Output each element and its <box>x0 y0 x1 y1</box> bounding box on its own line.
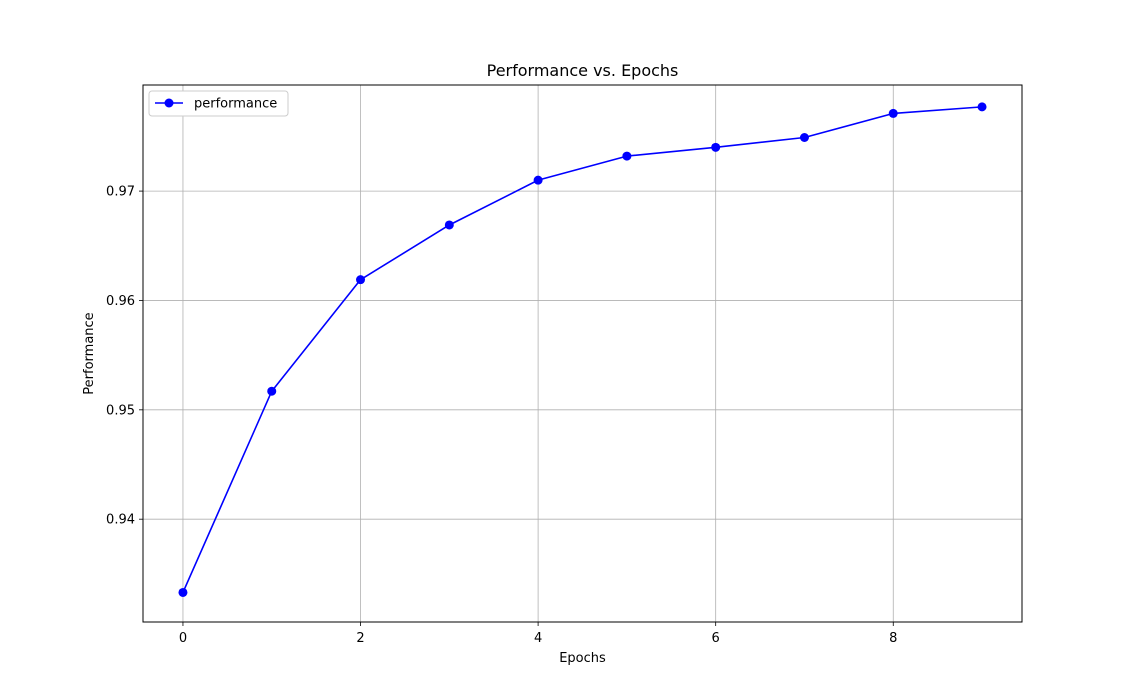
data-point <box>888 108 898 118</box>
data-point <box>622 151 632 161</box>
legend-marker-swatch <box>164 98 174 108</box>
x-tick-label: 4 <box>534 631 542 646</box>
series-layer <box>178 102 987 597</box>
x-tick-label: 0 <box>179 631 187 646</box>
legend: performance <box>148 90 289 117</box>
data-point <box>267 386 277 396</box>
data-point <box>178 587 188 597</box>
x-tick-label: 6 <box>712 631 720 646</box>
y-tick-label: 0.96 <box>106 294 135 309</box>
y-tick-label: 0.97 <box>106 185 135 200</box>
y-tick-label: 0.94 <box>106 513 135 528</box>
data-point <box>533 175 543 185</box>
y-tick-label: 0.95 <box>106 403 135 418</box>
legend-label: performance <box>194 97 277 112</box>
data-point <box>977 102 987 112</box>
data-point <box>356 275 366 285</box>
plot-frame <box>142 84 1023 623</box>
y-axis-label: Performance <box>82 312 97 394</box>
x-tick-label: 2 <box>356 631 364 646</box>
data-point <box>711 142 721 152</box>
data-point <box>444 220 454 230</box>
series-line <box>182 106 983 593</box>
data-point <box>799 132 809 142</box>
legend-box <box>148 90 289 117</box>
chart-title: Performance vs. Epochs <box>487 61 679 80</box>
x-axis-label: Epochs <box>559 651 606 666</box>
x-tick-label: 8 <box>889 631 897 646</box>
ticks: 0 2 4 6 8 0.94 0.95 0.96 0.97 <box>106 185 897 646</box>
grid <box>143 85 1022 622</box>
